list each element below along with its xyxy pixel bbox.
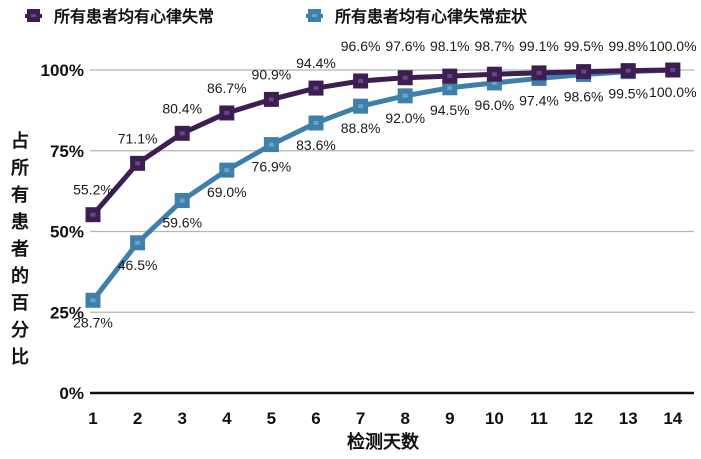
legend-marker-arrhythmia-icon [25,8,42,22]
svg-text:99.8%: 99.8% [608,38,648,54]
svg-text:80.4%: 80.4% [162,100,202,116]
svg-text:8: 8 [400,409,409,428]
svg-text:13: 13 [619,409,638,428]
legend-item-arrhythmia-symptoms: 所有患者均有心律失常症状 [306,3,527,27]
svg-text:59.6%: 59.6% [162,214,202,230]
svg-text:98.7%: 98.7% [475,38,515,54]
svg-text:6: 6 [311,409,320,428]
svg-text:12: 12 [574,409,593,428]
svg-text:55.2%: 55.2% [73,182,113,198]
y-axis-title: 占所有患者的百分比 [11,131,29,367]
svg-text:97.4%: 97.4% [519,92,559,108]
svg-text:98.6%: 98.6% [564,89,604,105]
svg-text:98.1%: 98.1% [430,38,470,54]
svg-text:99.5%: 99.5% [608,86,648,102]
svg-text:50%: 50% [50,223,84,242]
svg-text:99.1%: 99.1% [519,38,559,54]
svg-text:2: 2 [133,409,142,428]
svg-text:96.6%: 96.6% [341,38,381,54]
svg-text:100%: 100% [41,61,84,80]
svg-text:0%: 0% [59,384,84,403]
svg-text:69.0%: 69.0% [207,184,247,200]
svg-text:88.8%: 88.8% [341,120,381,136]
svg-text:75%: 75% [50,142,84,161]
svg-text:92.0%: 92.0% [385,110,425,126]
svg-text:94.5%: 94.5% [430,102,470,118]
svg-text:96.0%: 96.0% [475,97,515,113]
svg-text:7: 7 [356,409,365,428]
svg-text:71.1%: 71.1% [118,130,158,146]
svg-text:99.5%: 99.5% [564,38,604,54]
svg-text:11: 11 [530,409,548,428]
svg-text:3: 3 [177,409,186,428]
legend-marker-arrhythmia-symptoms-icon [306,8,324,22]
svg-text:5: 5 [267,409,276,428]
chart-legend: 所有患者均有心律失常 所有患者均有心律失常症状 [25,3,527,27]
svg-text:86.7%: 86.7% [207,80,247,96]
svg-text:94.4%: 94.4% [296,55,336,71]
svg-text:100.0%: 100.0% [649,38,696,54]
svg-text:9: 9 [445,409,454,428]
svg-text:25%: 25% [50,303,84,322]
svg-text:14: 14 [663,409,682,428]
svg-text:83.6%: 83.6% [296,137,336,153]
svg-text:28.7%: 28.7% [73,314,113,330]
svg-text:1: 1 [88,409,97,428]
svg-text:检测天数: 检测天数 [347,431,420,452]
svg-text:46.5%: 46.5% [118,257,158,273]
svg-text:100.0%: 100.0% [649,84,696,100]
svg-text:10: 10 [485,409,504,428]
svg-text:4: 4 [222,409,232,428]
legend-label-arrhythmia-symptoms: 所有患者均有心律失常症状 [335,9,528,26]
legend-label-arrhythmia: 所有患者均有心律失常 [54,9,215,26]
svg-text:76.9%: 76.9% [252,159,292,175]
svg-text:97.6%: 97.6% [385,38,425,54]
svg-text:90.9%: 90.9% [252,66,292,82]
legend-item-arrhythmia: 所有患者均有心律失常 [25,3,214,27]
